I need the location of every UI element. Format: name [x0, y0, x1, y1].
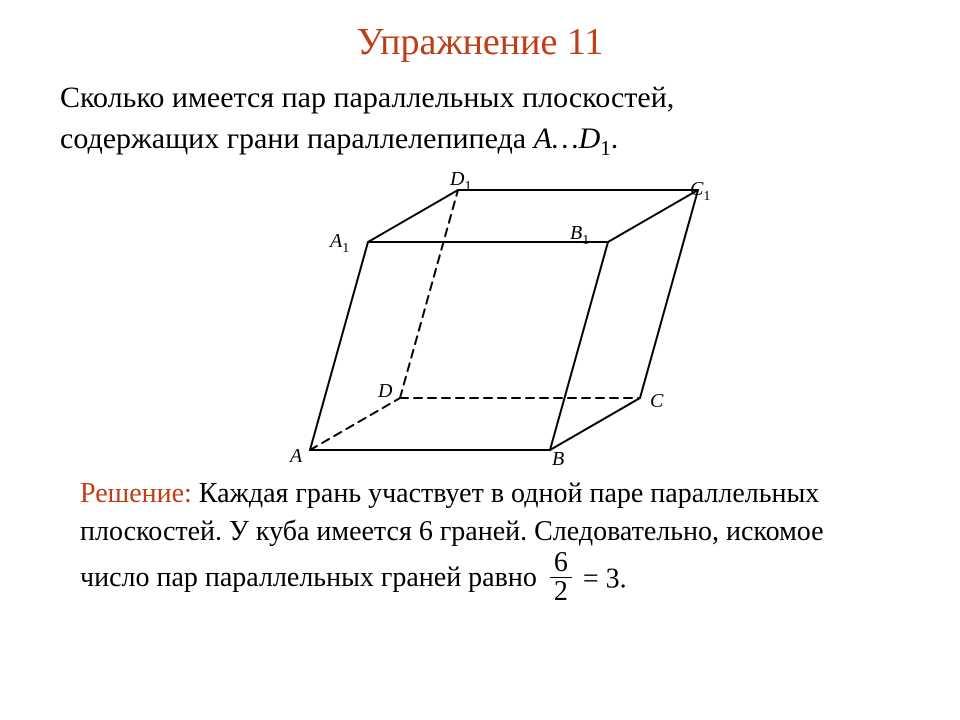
exercise-title: Упражнение 11: [0, 20, 960, 64]
parallelepiped-svg: [260, 180, 700, 465]
problem-line1: Сколько имеется пар параллельных плоскос…: [60, 81, 674, 114]
label-B: B: [552, 448, 564, 471]
problem-line2-pre: содержащих грани параллелепипеда: [60, 122, 534, 155]
problem-statement: Сколько имеется пар параллельных плоскос…: [60, 78, 900, 162]
solution-label: Решение:: [80, 478, 192, 509]
problem-line2-post: .: [611, 122, 619, 155]
label-D1: D1: [450, 168, 471, 195]
label-B1: B1: [570, 222, 589, 249]
fraction-numerator: 6: [550, 549, 572, 577]
label-C1: C1: [690, 178, 710, 205]
label-A: A: [290, 445, 302, 468]
fraction: 6 2: [550, 549, 572, 606]
problem-var: A…D: [534, 122, 601, 155]
label-C: C: [650, 390, 663, 413]
label-A1: A1: [330, 230, 349, 257]
fraction-denominator: 2: [550, 577, 572, 606]
solution-block: Решение: Каждая грань участвует в одной …: [80, 475, 880, 608]
solution-tail: = 3.: [576, 563, 627, 594]
label-D: D: [378, 380, 392, 403]
problem-var-sub: 1: [600, 136, 611, 160]
parallelepiped-figure: A B C D A1 B1 C1 D1: [260, 180, 700, 465]
solution-text: Каждая грань участвует в одной паре пара…: [80, 478, 824, 593]
